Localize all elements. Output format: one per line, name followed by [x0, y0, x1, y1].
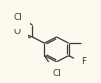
Text: Cl: Cl	[52, 69, 61, 78]
Text: Cl: Cl	[14, 13, 23, 21]
Text: O: O	[14, 27, 21, 36]
Text: F: F	[81, 57, 86, 66]
